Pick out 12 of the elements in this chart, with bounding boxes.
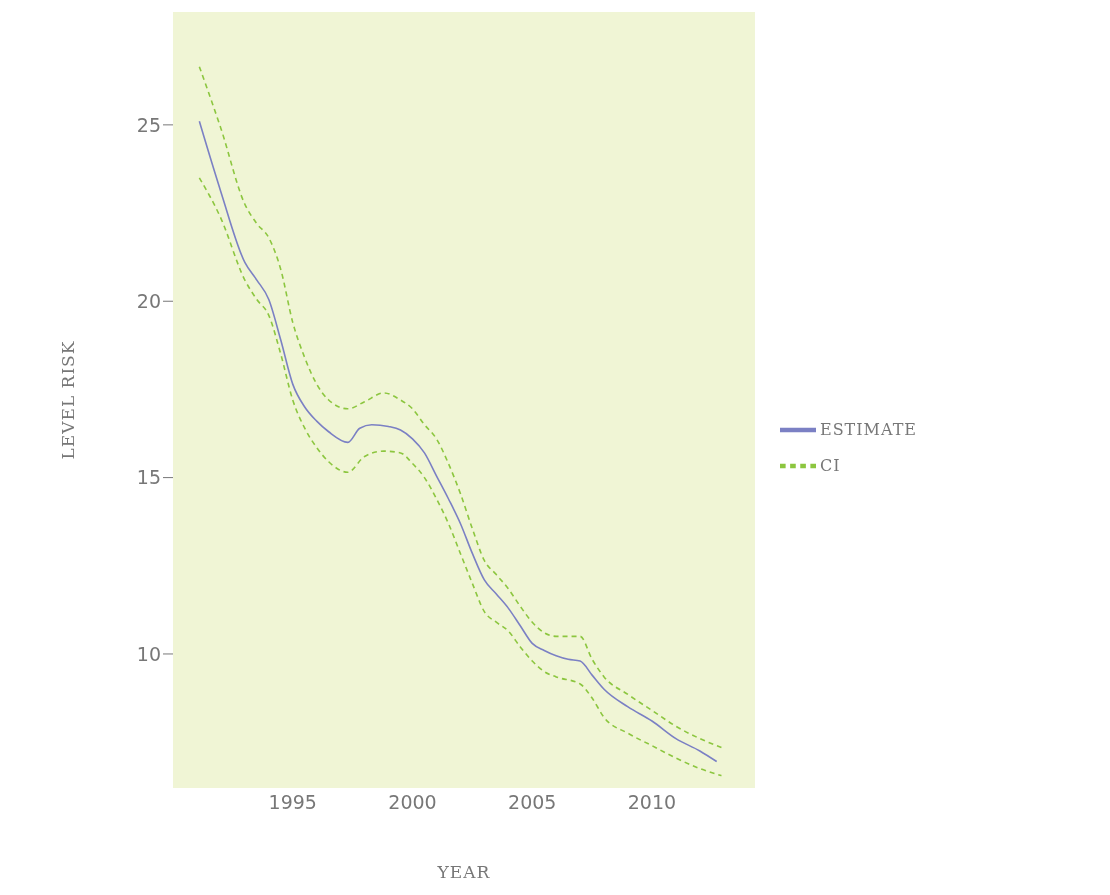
y-tick-label: 15 <box>136 466 161 489</box>
y-axis-title: LEVEL RISK <box>58 340 79 460</box>
legend-label: CI <box>819 455 841 475</box>
x-axis-title: YEAR <box>436 862 491 882</box>
y-tick-label: 20 <box>136 289 161 312</box>
x-tick-label: 2005 <box>508 791 557 814</box>
x-tick-label: 2010 <box>627 791 677 814</box>
legend-label: ESTIMATE <box>819 419 917 439</box>
x-tick-label: 1995 <box>268 791 317 814</box>
y-tick-label: 25 <box>136 113 161 136</box>
x-tick-label: 2000 <box>388 791 437 814</box>
y-tick-label: 10 <box>136 642 161 665</box>
